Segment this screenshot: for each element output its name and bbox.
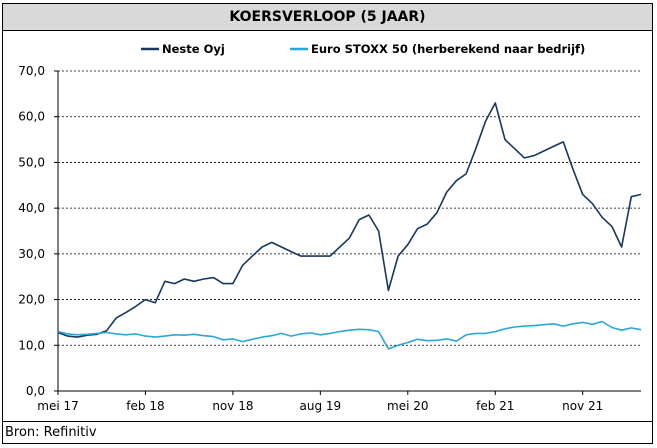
x-tick-label: feb 18 (126, 399, 164, 413)
x-tick-label: nov 18 (212, 399, 253, 413)
x-tick-label: aug 19 (300, 399, 342, 413)
legend-label: Neste Oyj (162, 42, 225, 56)
grid (58, 70, 641, 346)
x-tick-label: nov 21 (562, 399, 603, 413)
source-note: Bron: Refinitiv (3, 421, 652, 443)
axes: 0,0 10,0 20,0 30,0 40,0 50,0 60,0 70,0 mei 17 feb… (18, 64, 641, 413)
legend: Neste Oyj Euro STOXX 50 (herberekend naar… (141, 42, 585, 56)
y-tick-label: 40,0 (18, 201, 45, 215)
y-tick-label: 30,0 (18, 247, 45, 261)
x-tick-label: mei 20 (387, 399, 429, 413)
y-tick-label: 0,0 (26, 384, 45, 398)
y-tick-label: 20,0 (18, 293, 45, 307)
legend-label: Euro STOXX 50 (herberekend naar bedrijf) (311, 42, 585, 56)
series-line-neste (57, 102, 642, 338)
chart-frame: KOERSVERLOOP (5 JAAR) Bron: Refinitiv (2, 3, 653, 444)
x-tick-label: mei 17 (37, 399, 79, 413)
y-tick-label: 70,0 (18, 64, 45, 78)
x-tick-label: feb 21 (476, 399, 514, 413)
series-line-stoxx (57, 320, 642, 350)
y-tick-label: 60,0 (18, 110, 45, 124)
series-lines (57, 102, 642, 350)
chart-title: KOERSVERLOOP (5 JAAR) (3, 4, 652, 31)
y-tick-label: 50,0 (18, 155, 45, 169)
y-tick-label: 10,0 (18, 338, 45, 352)
